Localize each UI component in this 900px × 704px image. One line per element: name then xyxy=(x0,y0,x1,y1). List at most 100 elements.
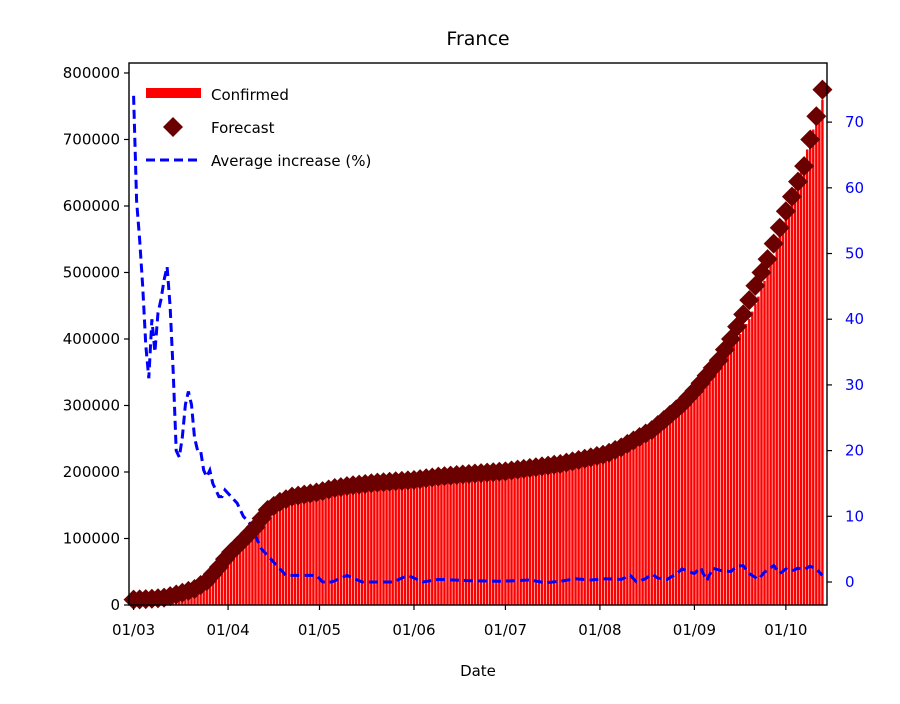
confirmed-bar xyxy=(614,453,616,605)
confirmed-bar xyxy=(285,505,287,605)
confirmed-bar xyxy=(611,454,613,605)
confirmed-bar xyxy=(638,442,640,605)
confirmed-bar xyxy=(754,304,756,605)
confirmed-bar xyxy=(498,473,500,605)
confirmed-bar xyxy=(523,470,525,605)
chart-title: France xyxy=(446,28,509,50)
confirmed-bar xyxy=(526,470,528,605)
confirmed-bar xyxy=(382,485,384,605)
confirmed-bar xyxy=(544,469,546,605)
confirmed-bar xyxy=(282,508,284,605)
confirmed-bar xyxy=(571,464,573,605)
confirmed-bar xyxy=(428,480,430,605)
confirmed-bar xyxy=(809,139,811,605)
confirmed-bar xyxy=(519,471,521,605)
confirmed-bar xyxy=(388,484,390,605)
confirmed-bar xyxy=(343,489,345,605)
confirmed-bar xyxy=(446,478,448,605)
legend-forecast-marker xyxy=(163,117,183,137)
confirmed-bar xyxy=(233,555,235,605)
confirmed-bar xyxy=(721,362,723,605)
confirmed-bar xyxy=(501,472,503,605)
confirmed-bar xyxy=(376,485,378,605)
confirmed-bar xyxy=(769,264,771,605)
x-tick-label: 01/08 xyxy=(578,621,621,639)
confirmed-bar xyxy=(355,487,357,605)
confirmed-bar xyxy=(346,488,348,605)
confirmed-bar xyxy=(590,460,592,605)
confirmed-bar xyxy=(593,459,595,605)
confirmed-bar xyxy=(410,482,412,605)
confirmed-bar xyxy=(538,469,540,605)
confirmed-bar xyxy=(300,500,302,605)
confirmed-bar xyxy=(257,525,259,605)
right-tick-label: 0 xyxy=(845,573,855,591)
confirmed-bar xyxy=(407,482,409,605)
confirmed-bar xyxy=(797,179,799,605)
confirmed-bar xyxy=(327,492,329,605)
confirmed-bar xyxy=(535,469,537,605)
confirmed-bar xyxy=(266,519,268,605)
confirmed-bar xyxy=(474,475,476,605)
confirmed-bar xyxy=(318,494,320,605)
confirmed-bar xyxy=(788,207,790,605)
confirmed-bar xyxy=(443,478,445,605)
confirmed-bar xyxy=(751,312,753,605)
confirmed-bar xyxy=(489,474,491,605)
confirmed-bar xyxy=(458,477,460,605)
confirmed-bar xyxy=(724,358,726,605)
confirmed-bar xyxy=(431,479,433,605)
confirmed-bar xyxy=(455,477,457,605)
confirmed-bar xyxy=(361,487,363,605)
confirmed-bar xyxy=(263,521,265,605)
left-tick-label: 400000 xyxy=(63,330,120,348)
right-tick-label: 40 xyxy=(845,310,864,328)
confirmed-bar xyxy=(757,297,759,605)
confirmed-bar xyxy=(379,485,381,605)
left-tick-label: 800000 xyxy=(63,64,120,82)
confirmed-bar xyxy=(556,467,558,605)
confirmed-bar xyxy=(775,246,777,605)
confirmed-bar xyxy=(471,476,473,605)
confirmed-bar xyxy=(602,456,604,605)
confirmed-bar xyxy=(239,548,241,605)
confirmed-bar xyxy=(425,480,427,605)
left-y-axis: 0100000200000300000400000500000600000700… xyxy=(63,64,129,614)
confirmed-bar xyxy=(568,464,570,605)
confirmed-bar xyxy=(806,149,808,605)
confirmed-bar xyxy=(608,455,610,605)
left-tick-label: 600000 xyxy=(63,197,120,215)
confirmed-bar xyxy=(727,353,729,605)
confirmed-bar xyxy=(766,272,768,605)
confirmed-bar xyxy=(815,120,817,605)
confirmed-bar xyxy=(236,552,238,605)
confirmed-bar xyxy=(711,376,713,605)
confirmed-bar xyxy=(391,484,393,605)
confirmed-bar xyxy=(480,475,482,605)
confirmed-bar xyxy=(416,481,418,605)
confirmed-bar xyxy=(312,496,314,605)
confirmed-bar xyxy=(675,414,677,605)
confirmed-bar xyxy=(785,216,787,605)
confirmed-bar xyxy=(303,499,305,605)
confirmed-bar xyxy=(772,256,774,605)
confirmed-bar xyxy=(422,480,424,605)
confirmed-bar xyxy=(803,159,805,605)
confirmed-bar xyxy=(730,349,732,605)
confirmed-bar xyxy=(401,483,403,605)
confirmed-bar xyxy=(812,130,814,606)
confirmed-bar xyxy=(577,463,579,605)
confirmed-bar xyxy=(251,531,253,605)
confirmed-bar xyxy=(276,512,278,605)
confirmed-bar xyxy=(413,481,415,605)
confirmed-bar xyxy=(547,468,549,605)
confirmed-bar xyxy=(394,483,396,605)
confirmed-bar xyxy=(291,503,293,605)
confirmed-bar xyxy=(297,501,299,605)
confirmed-bar xyxy=(324,493,326,605)
confirmed-bar xyxy=(483,474,485,605)
legend-increase-label: Average increase (%) xyxy=(211,152,371,170)
confirmed-bar xyxy=(504,472,506,605)
